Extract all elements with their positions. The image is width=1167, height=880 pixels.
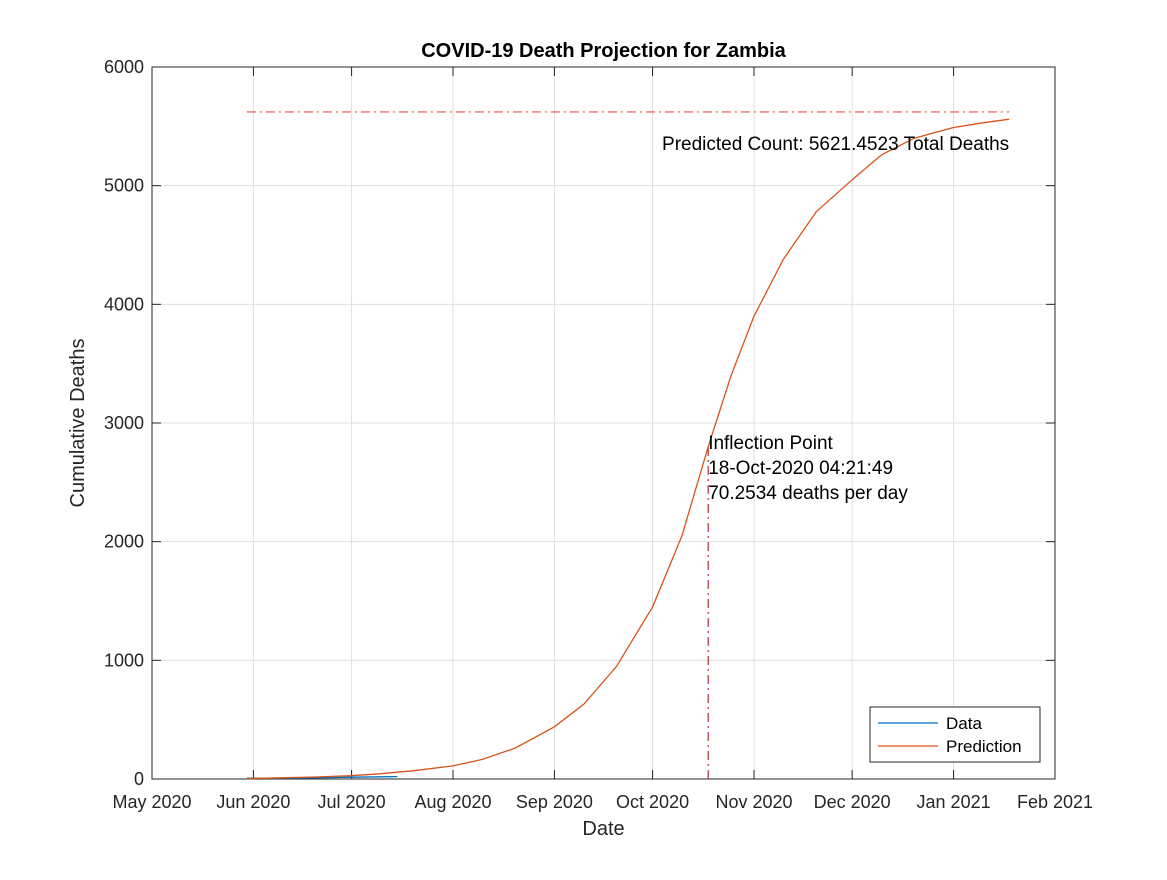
x-tick-label: Dec 2020 bbox=[814, 792, 891, 812]
chart-title: COVID-19 Death Projection for Zambia bbox=[421, 40, 786, 62]
x-tick-label: Nov 2020 bbox=[715, 792, 792, 812]
x-tick-label: Sep 2020 bbox=[516, 792, 593, 812]
legend-label-data: Data bbox=[946, 714, 982, 733]
annotation-inflection-line: Inflection Point bbox=[708, 433, 833, 454]
x-tick-label: Feb 2021 bbox=[1017, 792, 1093, 812]
annotation-inflection-line: 70.2534 deaths per day bbox=[708, 483, 908, 504]
y-tick-label: 1000 bbox=[104, 650, 144, 670]
y-tick-label: 0 bbox=[134, 769, 144, 789]
x-tick-label: Aug 2020 bbox=[414, 792, 491, 812]
x-tick-label: May 2020 bbox=[112, 792, 191, 812]
x-axis-title: Date bbox=[582, 818, 624, 840]
x-tick-label: Jul 2020 bbox=[318, 792, 386, 812]
annotations: Predicted Count: 5621.4523 Total Deaths I… bbox=[662, 134, 1009, 504]
annotation-inflection-line: 18-Oct-2020 04:21:49 bbox=[708, 458, 893, 479]
y-tick-label: 4000 bbox=[104, 294, 144, 314]
x-tick-label: Jan 2021 bbox=[917, 792, 991, 812]
annotation-predicted-count: Predicted Count: 5621.4523 Total Deaths bbox=[662, 134, 1009, 155]
y-tick-label: 3000 bbox=[104, 413, 144, 433]
y-tick-label: 2000 bbox=[104, 532, 144, 552]
reference-lines bbox=[246, 111, 1010, 779]
x-tick-label: Oct 2020 bbox=[616, 792, 689, 812]
y-axis-title: Cumulative Deaths bbox=[67, 339, 89, 508]
ticks: May 2020 Jun 2020 Jul 2020 Aug 2020 Sep 2020… bbox=[104, 57, 1093, 812]
legend: Data Prediction bbox=[869, 706, 1041, 763]
legend-label-prediction: Prediction bbox=[946, 737, 1022, 756]
y-tick-label: 5000 bbox=[104, 176, 144, 196]
x-tick-label: Jun 2020 bbox=[216, 792, 290, 812]
y-tick-label: 6000 bbox=[104, 57, 144, 77]
series-line-prediction bbox=[246, 118, 1010, 780]
legend-box bbox=[869, 706, 1041, 763]
series bbox=[246, 118, 1010, 780]
